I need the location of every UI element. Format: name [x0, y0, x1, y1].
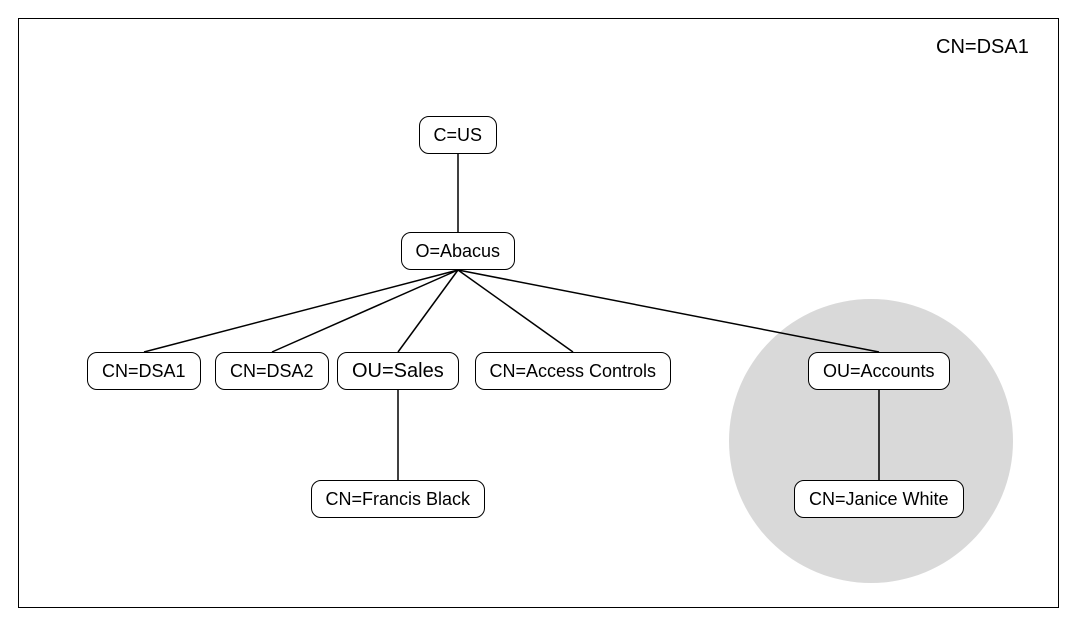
node-ou_sales: OU=Sales — [337, 352, 459, 390]
node-label: OU=Sales — [352, 360, 444, 383]
node-c_us: C=US — [419, 116, 498, 154]
corner-label: CN=DSA1 — [936, 36, 1029, 59]
node-label: C=US — [434, 125, 483, 146]
node-label: CN=Francis Black — [326, 489, 471, 510]
node-cn_jw: CN=Janice White — [794, 480, 964, 518]
node-ou_acct: OU=Accounts — [808, 352, 950, 390]
node-o_abacus: O=Abacus — [401, 232, 516, 270]
highlight-region — [729, 299, 1013, 583]
node-label: CN=Access Controls — [490, 361, 657, 382]
node-label: CN=DSA1 — [102, 361, 186, 382]
node-label: CN=Janice White — [809, 489, 949, 510]
node-cn_fb: CN=Francis Black — [311, 480, 486, 518]
node-cn_ac: CN=Access Controls — [475, 352, 672, 390]
node-cn_dsa1: CN=DSA1 — [87, 352, 201, 390]
node-label: OU=Accounts — [823, 361, 935, 382]
diagram-stage: C=US O=Abacus CN=DSA1 CN=DSA2 OU=Sales CN=Acc… — [0, 0, 1077, 626]
node-label: CN=DSA2 — [230, 361, 314, 382]
node-label: O=Abacus — [416, 241, 501, 262]
node-cn_dsa2: CN=DSA2 — [215, 352, 329, 390]
